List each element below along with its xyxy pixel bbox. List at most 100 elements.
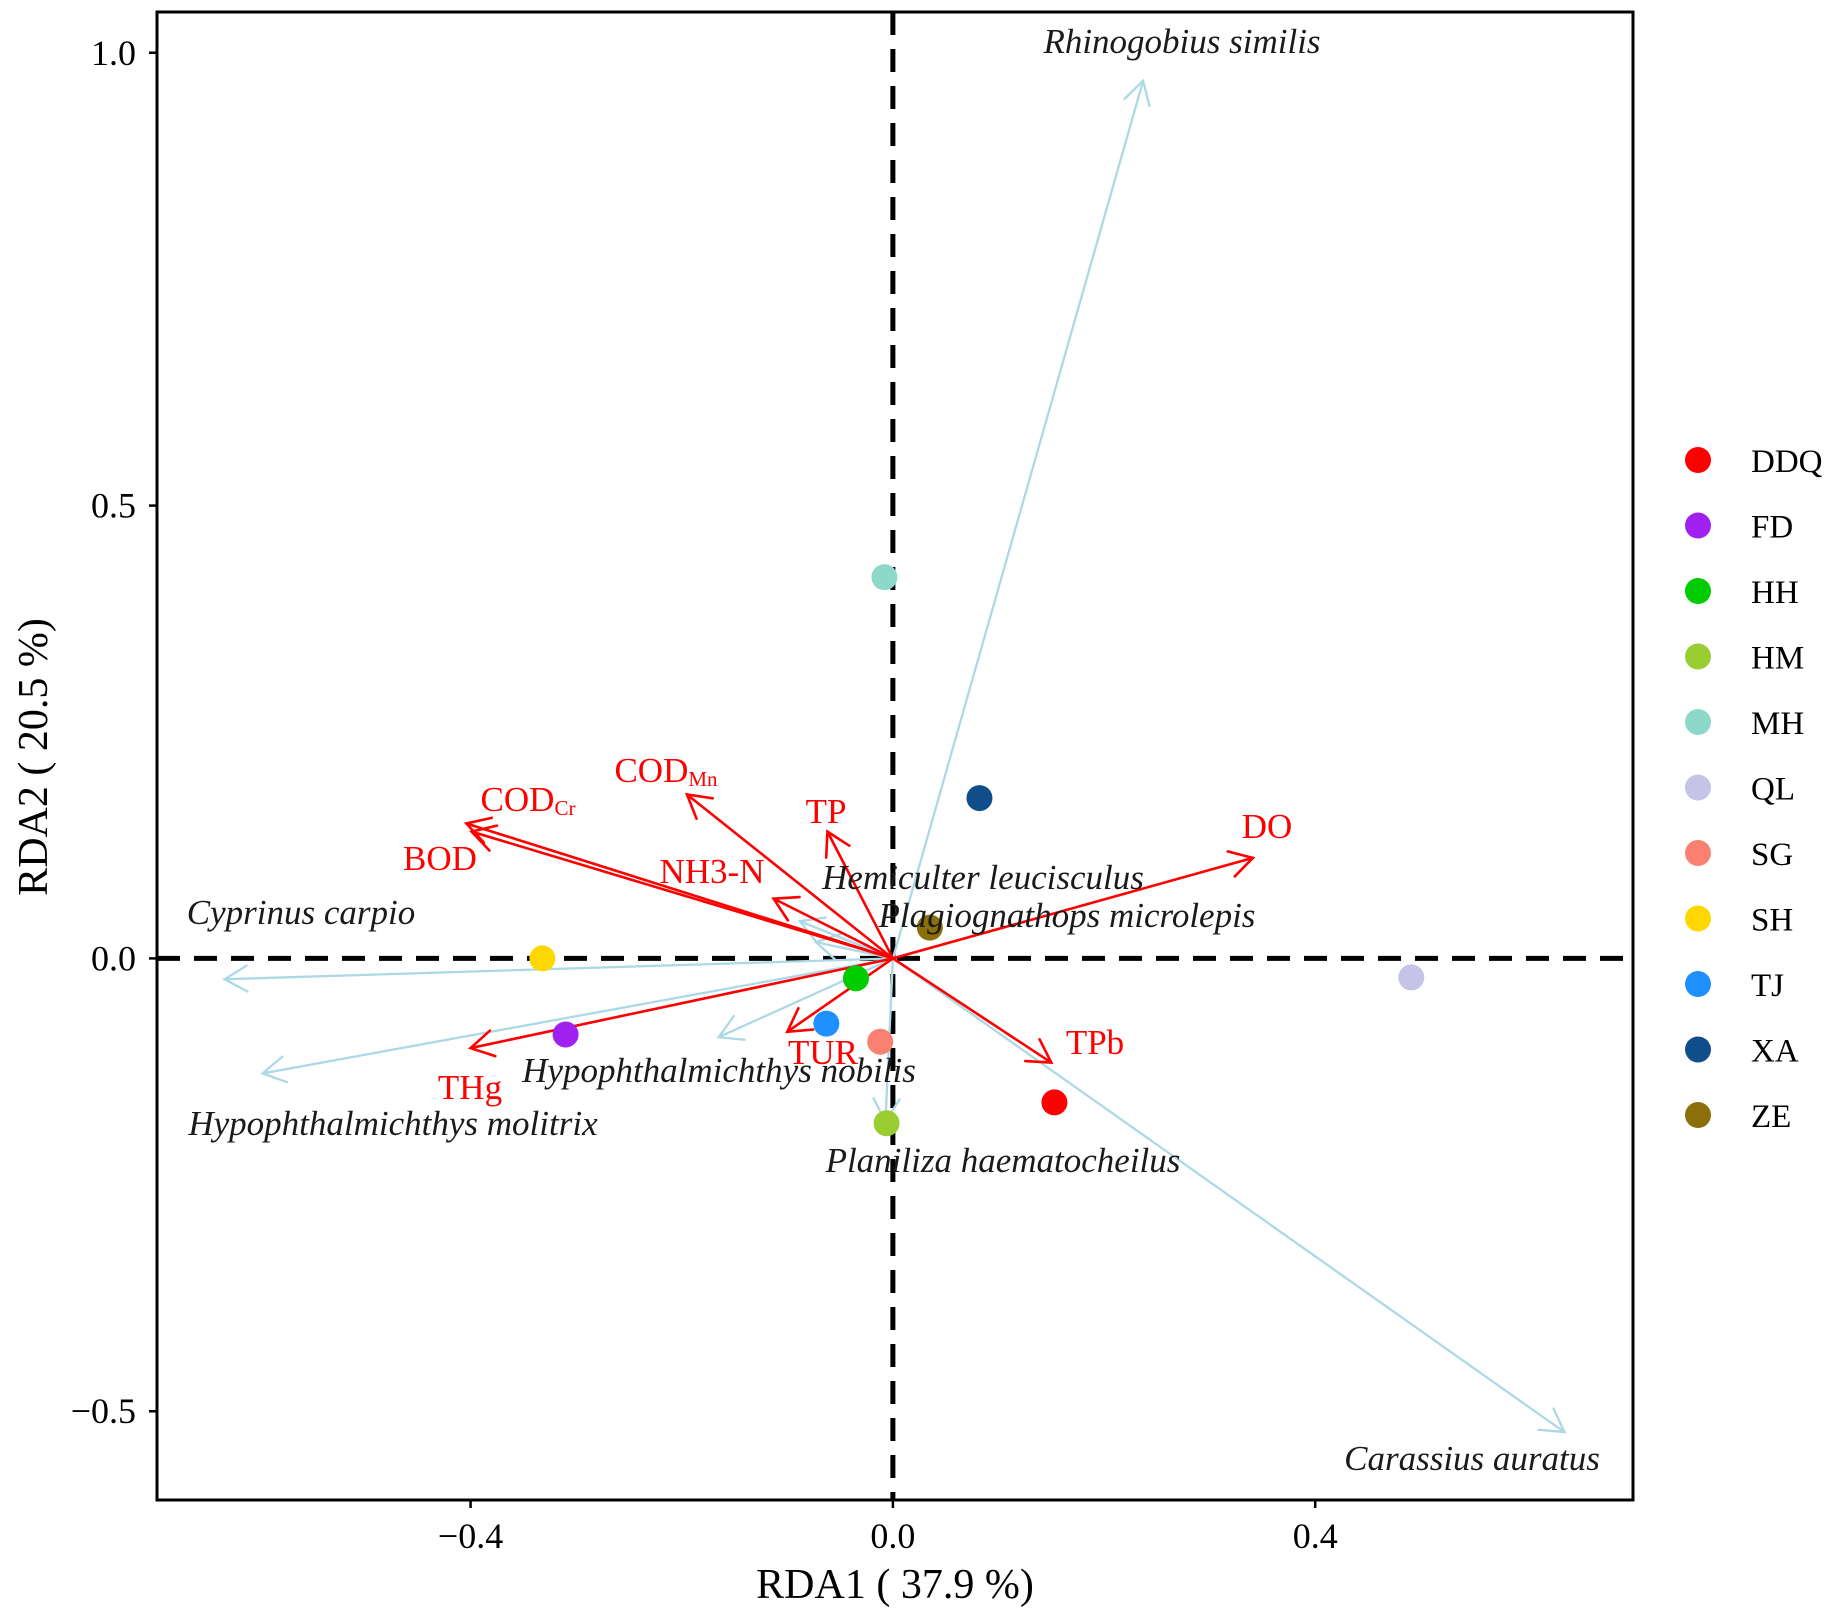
legend-label: QL xyxy=(1751,772,1795,808)
y-axis-title: RDA2 ( 20.5 %) xyxy=(11,618,57,896)
legend-label: HM xyxy=(1751,641,1804,677)
env-label-main: TPb xyxy=(1066,1023,1124,1062)
env-arrow-tp-head xyxy=(824,829,851,859)
env-label-bod: BOD xyxy=(403,839,477,878)
y-tick-label: −0.5 xyxy=(71,1391,136,1431)
legend-label: FD xyxy=(1751,510,1793,546)
env-arrow-do-shaft xyxy=(891,856,1255,960)
site-point-tj xyxy=(813,1010,840,1037)
env-arrow-nh3-n-head xyxy=(771,895,801,922)
env-label-codmn: CODMn xyxy=(614,751,718,791)
site-point-mh xyxy=(871,564,898,591)
env-arrow-codmn xyxy=(684,792,895,960)
legend-item-hh: HH xyxy=(1685,575,1799,611)
legend-label: DDQ xyxy=(1751,444,1823,480)
env-label-tp: TP xyxy=(806,792,847,831)
env-label-codcr: CODCr xyxy=(481,780,576,820)
env-label-subscript: Mn xyxy=(688,767,718,791)
species-label-hypophthalmichthys-nobilis: Hypophthalmichthys nobilis xyxy=(521,1051,916,1090)
site-point-hh xyxy=(842,965,869,992)
legend-label: MH xyxy=(1751,706,1804,742)
env-arrow-bod xyxy=(469,824,895,960)
legend-item-ze: ZE xyxy=(1685,1099,1791,1135)
env-arrow-tp xyxy=(824,829,895,960)
legend-swatch xyxy=(1685,905,1711,932)
species-label-rhinogobius-similis: Rhinogobius similis xyxy=(1042,22,1320,61)
legend-swatch xyxy=(1685,643,1711,670)
legend-item-xa: XA xyxy=(1685,1034,1799,1070)
y-tick-label: 1.0 xyxy=(91,33,136,73)
env-arrow-tur-shaft xyxy=(786,957,895,1034)
site-point-ze xyxy=(916,914,943,941)
env-arrow-thg-head xyxy=(468,1029,497,1058)
legend-swatch xyxy=(1685,840,1711,866)
legend-swatch xyxy=(1685,447,1711,473)
legend-swatch xyxy=(1685,1036,1711,1063)
site-point-ddq xyxy=(1041,1089,1068,1116)
axes: −0.4 0.0 0.4 −0.5 0.0 0.5 1.0 xyxy=(71,33,1338,1556)
env-label-main: BOD xyxy=(403,839,477,878)
species-label-carassius-auratus: Carassius auratus xyxy=(1344,1439,1600,1478)
env-arrow-tur xyxy=(785,957,895,1034)
env-arrow-bod-shaft xyxy=(470,830,895,960)
env-arrow-thg-shaft xyxy=(469,957,895,1050)
species-arrow-carassius-auratus xyxy=(891,957,1567,1434)
site-point-ql xyxy=(1398,964,1425,991)
legend-swatch xyxy=(1685,578,1711,604)
legend-item-fd: FD xyxy=(1685,510,1793,546)
y-tick-label: 0.5 xyxy=(91,486,136,526)
x-tick-label: 0.4 xyxy=(1293,1516,1338,1556)
species-arrow-cyprinus-carpio-head xyxy=(222,964,249,993)
env-label-do: DO xyxy=(1242,807,1293,846)
site-point-hm xyxy=(873,1110,900,1137)
legend-swatch xyxy=(1685,971,1711,997)
legend-label: HH xyxy=(1751,575,1799,611)
legend-label: SH xyxy=(1751,903,1793,939)
env-label-tur: TUR xyxy=(788,1033,859,1072)
species-label-planiliza-haematocheilus: Planiliza haematocheilus xyxy=(825,1141,1181,1180)
env-arrow-nh3-n-shaft xyxy=(772,897,895,960)
env-label-main: THg xyxy=(438,1068,502,1107)
species-arrow-rhinogobius-similis xyxy=(891,78,1151,960)
env-label-tpb: TPb xyxy=(1066,1023,1124,1062)
env-arrow-codmn-head xyxy=(684,792,715,820)
legend-label: XA xyxy=(1751,1034,1799,1070)
legend-swatch xyxy=(1685,1102,1711,1128)
env-arrow-tpb-head xyxy=(1024,1038,1054,1064)
species-arrow-hypophthalmichthys-molitrix-head xyxy=(260,1055,289,1084)
env-label-main: COD xyxy=(614,751,688,790)
plot-panel-border xyxy=(155,10,1635,1502)
legend-swatch xyxy=(1685,709,1711,735)
env-arrow-bod-head xyxy=(469,824,499,852)
env-label-thg: THg xyxy=(438,1068,502,1107)
legend-item-hm: HM xyxy=(1685,641,1804,677)
env-arrow-tpb xyxy=(891,957,1054,1064)
environment-arrows xyxy=(463,792,1256,1064)
env-label-main: NH3-N xyxy=(660,852,765,891)
species-label-plagiognathops-microlepis: Plagiognathops microlepis xyxy=(878,896,1256,935)
site-points xyxy=(529,564,1425,1137)
species-arrow-hypophthalmichthys-nobilis-head xyxy=(716,1014,746,1041)
site-point-sh xyxy=(529,945,556,972)
species-arrow-hypophthalmichthys-molitrix-shaft xyxy=(261,957,895,1075)
legend-item-tj: TJ xyxy=(1685,968,1784,1004)
env-arrow-tpb-shaft xyxy=(891,957,1053,1064)
legend-item-mh: MH xyxy=(1685,706,1804,742)
site-point-sg xyxy=(867,1028,894,1055)
env-arrow-nh3-n xyxy=(771,895,895,960)
legend-label: ZE xyxy=(1751,1099,1791,1135)
species-label-cyprinus-carpio: Cyprinus carpio xyxy=(187,893,415,932)
species-label-hypophthalmichthys-molitrix: Hypophthalmichthys molitrix xyxy=(187,1104,598,1143)
species-arrow-carassius-auratus-shaft xyxy=(891,957,1566,1434)
species-arrow-cyprinus-carpio xyxy=(222,957,895,993)
legend-label: SG xyxy=(1751,837,1793,873)
env-label-nh3-n: NH3-N xyxy=(660,852,765,891)
species-arrow-hypophthalmichthys-molitrix xyxy=(260,957,895,1084)
env-arrow-thg xyxy=(468,957,895,1058)
env-arrow-do-head xyxy=(1226,850,1256,878)
legend-swatch xyxy=(1685,512,1711,539)
legend-label: TJ xyxy=(1751,968,1784,1004)
env-arrow-codmn-shaft xyxy=(685,793,895,960)
